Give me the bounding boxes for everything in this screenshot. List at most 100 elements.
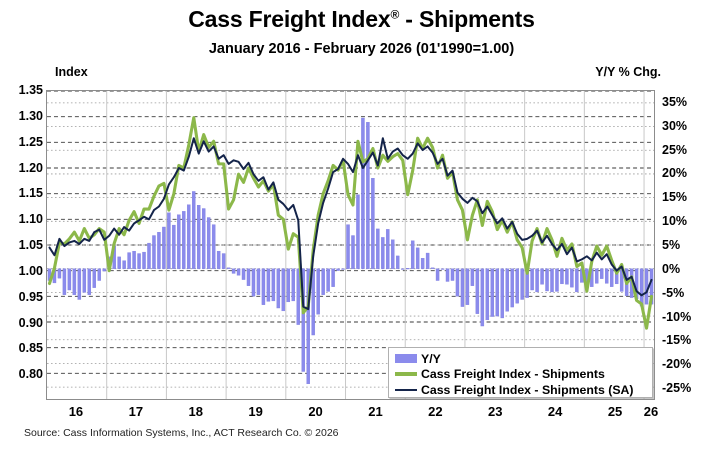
left-axis-tick-label: 1.05	[18, 238, 43, 252]
yy-bar	[281, 268, 286, 312]
yy-bar	[485, 268, 490, 321]
right-axis-tick-label: 0%	[662, 261, 681, 276]
yy-bar	[167, 212, 171, 269]
yy-bar	[555, 268, 559, 292]
legend-item[interactable]: Cass Freight Index - Shipments	[395, 367, 648, 383]
yy-bar	[540, 268, 544, 285]
yy-bar	[316, 268, 320, 315]
yy-bar	[132, 250, 136, 269]
yy-bar	[291, 268, 295, 302]
right-axis-labels: 35% 30% 25% 20% 15% 10% 5% 0% -5% -10% -15% -20% -25…	[662, 90, 722, 400]
yy-bar	[326, 268, 330, 292]
yy-bar	[420, 258, 425, 269]
right-axis-tick-label: 35%	[662, 94, 688, 109]
legend-item[interactable]: Y/Y	[395, 351, 648, 367]
right-axis-tick-label: -25%	[662, 381, 692, 396]
left-axis-tick-label: 0.80	[18, 367, 43, 382]
right-axis-tick-label: -20%	[662, 357, 692, 372]
yy-bar	[465, 268, 470, 305]
yy-bar	[450, 268, 455, 281]
x-axis-tick-label: 23	[488, 404, 503, 419]
yy-bar	[570, 268, 574, 288]
yy-bar	[211, 224, 216, 269]
yy-bar	[371, 178, 375, 269]
index-lines-series	[47, 91, 654, 399]
x-axis-tick-label: 26	[643, 404, 659, 419]
yy-bar	[147, 242, 151, 269]
yy-bar	[614, 268, 619, 285]
yy-bar	[595, 268, 599, 284]
yy-bar	[266, 268, 271, 302]
yy-bars-series	[47, 91, 654, 399]
legend-line-swatch	[395, 372, 417, 377]
yy-bar	[495, 268, 499, 317]
yy-bar	[396, 255, 400, 269]
yy-bar	[261, 268, 266, 305]
yy-bar	[545, 268, 549, 292]
left-axis-tick-label: 1.20	[18, 160, 43, 175]
yy-bar	[535, 268, 539, 293]
yy-bar	[197, 205, 201, 269]
right-axis-caption: Y/Y % Chg.	[595, 65, 661, 79]
yy-bar	[490, 268, 495, 317]
yy-bar	[386, 229, 390, 269]
yy-bar	[97, 268, 101, 281]
yy-bar	[177, 214, 181, 269]
yy-bar	[137, 253, 141, 269]
yy-bar	[306, 268, 310, 385]
x-axis-tick-label: 22	[428, 404, 443, 419]
yy-bar	[401, 268, 405, 270]
plot-area	[46, 90, 655, 400]
x-axis-labels: 16 17 18 19 20 21 22 23 24 25 26	[46, 404, 659, 426]
legend-item[interactable]: Cass Freight Index - Shipments (SA)	[395, 382, 648, 398]
yy-bar	[187, 204, 191, 269]
yy-bar	[182, 211, 186, 269]
legend-label: Y/Y	[421, 351, 441, 366]
right-axis-tick-label: 15%	[662, 190, 688, 205]
yy-bar	[221, 253, 226, 269]
title-main: Cass Freight Index	[188, 6, 391, 32]
yy-bar	[231, 268, 236, 274]
left-axis-tick-label: 1.25	[18, 134, 43, 149]
yy-bar	[57, 268, 62, 279]
yy-bar	[336, 268, 340, 271]
yy-bar	[605, 268, 609, 284]
right-axis-tick-label: -5%	[662, 285, 685, 300]
x-axis-tick-label: 17	[128, 404, 144, 419]
yy-bar	[157, 232, 161, 269]
yy-bar	[575, 268, 579, 293]
yy-bar	[560, 268, 564, 285]
right-axis-tick-label: 25%	[662, 142, 688, 157]
yy-bar	[515, 268, 519, 304]
yy-bar	[117, 256, 121, 269]
yy-bar	[241, 268, 246, 280]
yy-bar	[206, 217, 211, 269]
yy-bar	[67, 268, 72, 291]
right-axis-tick-label: 10%	[662, 214, 688, 229]
yy-bar	[391, 239, 395, 269]
yy-bar	[430, 267, 435, 269]
left-axis-tick-label: 0.90	[18, 315, 43, 330]
yy-bar	[192, 191, 196, 269]
legend-label: Cass Freight Index - Shipments (SA)	[421, 382, 634, 397]
yy-bar	[341, 268, 345, 270]
yy-bar	[251, 268, 256, 297]
yy-bar	[550, 268, 554, 293]
legend-label: Cass Freight Index - Shipments	[421, 367, 605, 382]
yy-bar	[226, 267, 231, 269]
yy-bar	[415, 247, 420, 269]
yy-bar	[321, 268, 325, 295]
yy-bar	[475, 268, 480, 314]
right-axis-tick-label: -15%	[662, 333, 692, 348]
left-axis-tick-label: 1.10	[18, 212, 43, 227]
legend-line-swatch	[395, 388, 417, 391]
yy-bar	[152, 235, 156, 269]
yy-bar	[361, 117, 365, 269]
yy-bar	[127, 252, 131, 269]
legend-bar-swatch	[395, 354, 417, 364]
yy-bar	[102, 268, 106, 272]
yy-bar	[440, 268, 445, 270]
yy-bar	[530, 268, 534, 291]
yy-bar	[87, 268, 92, 295]
chart-subtitle: January 2016 - February 2026 (01'1990=1.…	[208, 41, 515, 57]
